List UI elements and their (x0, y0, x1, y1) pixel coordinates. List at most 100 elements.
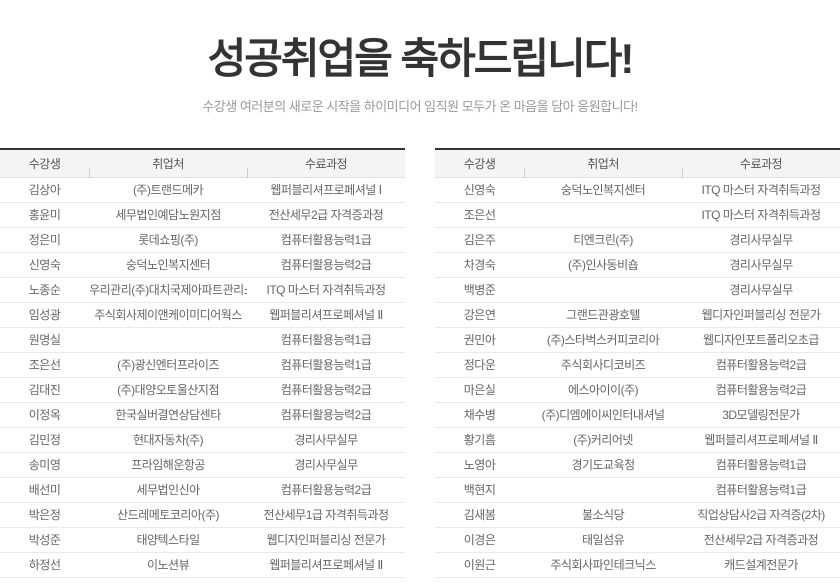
course-cell: 웹디자인퍼블리싱 전문가 (682, 302, 840, 328)
course-cell: 경리사무실무 (682, 252, 840, 278)
employer-cell: 태양텍스타일 (89, 527, 248, 553)
student-name-cell: 백병준 (435, 277, 525, 303)
hero-section: 성공취업을 축하드립니다! 수강생 여러분의 새로운 시작을 하이미디어 임직원… (0, 0, 840, 115)
employer-cell: 이노션뷰 (89, 552, 248, 578)
table-row: 이정옥 한국실버결연상담센타 컴퓨터활용능력2급 (0, 402, 405, 428)
column-header: 수료과정 (682, 149, 840, 178)
course-cell: 직업상담사2급 자격증(2차) (682, 502, 840, 528)
table-row: 김은주 티엔크린(주) 경리사무실무 (435, 227, 840, 253)
course-cell: 컴퓨터활용능력2급 (682, 377, 840, 403)
column-header: 수강생 (435, 149, 525, 178)
student-name-cell: 박은정 (0, 502, 90, 528)
header-row: 수강생 취업처 수료과정 (435, 149, 840, 178)
student-name-cell: 노영아 (435, 452, 525, 478)
course-cell: 컴퓨터활용능력1급 (247, 352, 405, 378)
column-header: 수료과정 (247, 149, 405, 178)
table-row: 배선미 세무법인신아 컴퓨터활용능력2급 (0, 477, 405, 503)
employer-cell: 우리관리(주)대치국제아파트관리소 (89, 277, 248, 303)
page-subtitle: 수강생 여러분의 새로운 시작을 하이미디어 임직원 모두가 온 마음을 담아 … (202, 99, 638, 115)
table-row: 차경숙 (주)인사동비숍 경리사무실무 (435, 252, 840, 278)
employer-cell: (주)대양오토울산지점 (89, 377, 248, 403)
course-cell: 웹퍼블리셔프로페셔널 Ⅱ (247, 302, 405, 328)
employment-table-left: 수강생 취업처 수료과정 김상아 (주)트랜드메카 웹퍼블리셔프로페셔널 Ⅰ 홍윤미 세무법… (0, 148, 405, 578)
employer-cell: 태일섬유 (524, 527, 683, 553)
employer-cell: 경기도교육청 (524, 452, 683, 478)
header-row: 수강생 취업처 수료과정 (0, 149, 405, 178)
column-header: 수강생 (0, 149, 90, 178)
table-row: 마은실 에스아이이(주) 컴퓨터활용능력2급 (435, 377, 840, 403)
course-cell: 컴퓨터활용능력1급 (682, 477, 840, 503)
student-name-cell: 채수병 (435, 402, 525, 428)
student-name-cell: 김상아 (0, 177, 90, 203)
table-row: 노영아 경기도교육청 컴퓨터활용능력1급 (435, 452, 840, 478)
tables-container: 수강생 취업처 수료과정 김상아 (주)트랜드메카 웹퍼블리셔프로페셔널 Ⅰ 홍윤미 세무법… (0, 148, 840, 578)
employer-cell: 산드레메토코리아(주) (89, 502, 248, 528)
course-cell: 컴퓨터활용능력2급 (247, 252, 405, 278)
student-name-cell: 정은미 (0, 227, 90, 253)
student-name-cell: 임성광 (0, 302, 90, 328)
employer-cell: (주)커리어넷 (524, 427, 683, 453)
student-name-cell: 이정옥 (0, 402, 90, 428)
table-row: 김민정 현대자동차(주) 경리사무실무 (0, 427, 405, 453)
table-row: 김새봄 불소식당 직업상담사2급 자격증(2차) (435, 502, 840, 528)
course-cell: ITQ 마스터 자격취득과정 (682, 177, 840, 203)
employer-cell: 그랜드관광호텔 (524, 302, 683, 328)
table-row: 정은미 롯데쇼핑(주) 컴퓨터활용능력1급 (0, 227, 405, 253)
student-name-cell: 황기흠 (435, 427, 525, 453)
course-cell: 컴퓨터활용능력2급 (682, 352, 840, 378)
employer-cell: 티엔크린(주) (524, 227, 683, 253)
table-row: 황기흠 (주)커리어넷 웹퍼블리셔프로페셔널 Ⅱ (435, 427, 840, 453)
student-name-cell: 김새봄 (435, 502, 525, 528)
employer-cell: 숭덕노인복지센터 (89, 252, 248, 278)
course-cell: 컴퓨터활용능력2급 (247, 402, 405, 428)
table-row: 원명실 컴퓨터활용능력1급 (0, 327, 405, 353)
employer-cell: 현대자동차(주) (89, 427, 248, 453)
table-row: 이경은 태일섬유 전산세무2급 자격증과정 (435, 527, 840, 553)
student-name-cell: 배선미 (0, 477, 90, 503)
table-row: 김상아 (주)트랜드메카 웹퍼블리셔프로페셔널 Ⅰ (0, 177, 405, 203)
table-row: 신영숙 숭덕노인복지센터 컴퓨터활용능력2급 (0, 252, 405, 278)
student-name-cell: 노종순 (0, 277, 90, 303)
course-cell: 경리사무실무 (682, 277, 840, 303)
table-row: 송미영 프라임해운항공 경리사무실무 (0, 452, 405, 478)
course-cell: ITQ 마스터 자격취득과정 (247, 277, 405, 303)
page-title: 성공취업을 축하드립니다! (207, 35, 635, 82)
employer-cell: 주식회사제이앤케이미디어웍스 (89, 302, 248, 328)
employer-cell: (주)스타벅스커피코리아 (524, 327, 683, 353)
table-row: 홍윤미 세무법인예담노원지점 전산세무2급 자격증과정 (0, 202, 405, 228)
employment-table-right: 수강생 취업처 수료과정 신영숙 숭덕노인복지센터 ITQ 마스터 자격취득과정 조은선 I… (435, 148, 840, 578)
employer-cell (89, 327, 248, 353)
student-name-cell: 신영숙 (0, 252, 90, 278)
student-name-cell: 마은실 (435, 377, 525, 403)
course-cell: 경리사무실무 (247, 427, 405, 453)
table-row: 강은연 그랜드관광호텔 웹디자인퍼블리싱 전문가 (435, 302, 840, 328)
student-name-cell: 김민정 (0, 427, 90, 453)
employer-cell: 프라임해운항공 (89, 452, 248, 478)
course-cell: ITQ 마스터 자격취득과정 (682, 202, 840, 228)
column-header: 취업처 (524, 149, 683, 178)
student-name-cell: 송미영 (0, 452, 90, 478)
table-header: 수강생 취업처 수료과정 (435, 149, 840, 178)
student-name-cell: 홍윤미 (0, 202, 90, 228)
employer-cell (524, 202, 683, 228)
course-cell: 컴퓨터활용능력2급 (247, 377, 405, 403)
table-body: 신영숙 숭덕노인복지센터 ITQ 마스터 자격취득과정 조은선 ITQ 마스터 자격취득… (435, 177, 840, 578)
employer-cell: 에스아이이(주) (524, 377, 683, 403)
employer-cell: (주)광신엔터프라이즈 (89, 352, 248, 378)
table-row: 조은선 (주)광신엔터프라이즈 컴퓨터활용능력1급 (0, 352, 405, 378)
student-name-cell: 원명실 (0, 327, 90, 353)
student-name-cell: 신영숙 (435, 177, 525, 203)
student-name-cell: 정다운 (435, 352, 525, 378)
student-name-cell: 조은선 (0, 352, 90, 378)
employer-cell: 숭덕노인복지센터 (524, 177, 683, 203)
table-row: 권민아 (주)스타벅스커피코리아 웹디자인포트폴리오초급 (435, 327, 840, 353)
course-cell: 웹디자인포트폴리오초급 (682, 327, 840, 353)
table-row: 하정선 이노션뷰 웹퍼블리셔프로페셔널 Ⅱ (0, 552, 405, 578)
student-name-cell: 강은연 (435, 302, 525, 328)
table-row: 정다운 주식회사디코비즈 컴퓨터활용능력2급 (435, 352, 840, 378)
course-cell: 전산세무1급 자격취득과정 (247, 502, 405, 528)
table-row: 박성준 태양텍스타일 웹디자인퍼블리싱 전문가 (0, 527, 405, 553)
table-row: 신영숙 숭덕노인복지센터 ITQ 마스터 자격취득과정 (435, 177, 840, 203)
employer-cell: 세무법인예담노원지점 (89, 202, 248, 228)
